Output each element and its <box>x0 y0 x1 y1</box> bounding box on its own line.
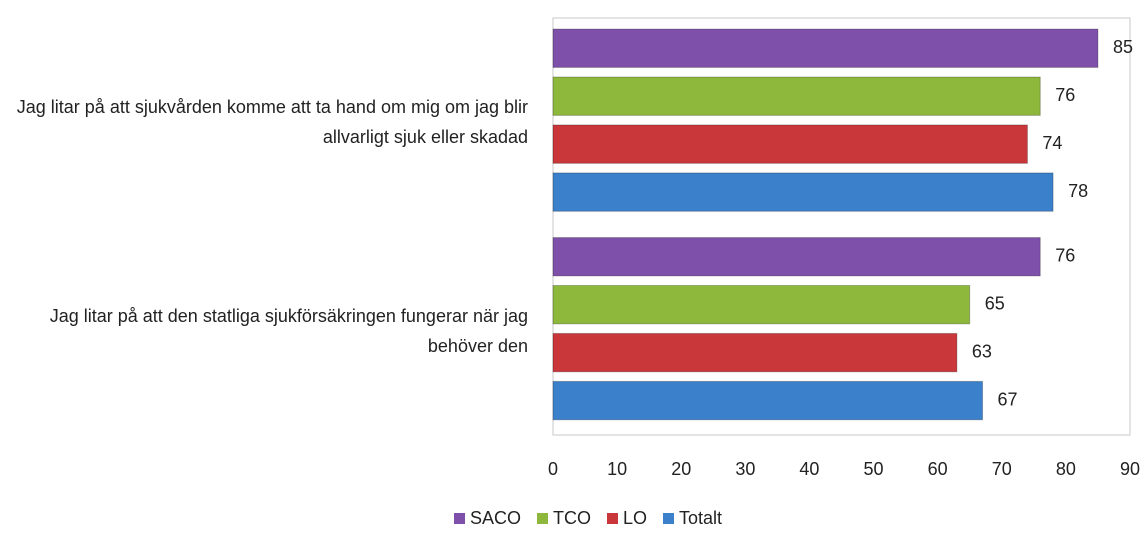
value-label: 85 <box>1113 37 1133 57</box>
category-label: Jag litar på att sjukvården komme att ta… <box>16 97 528 148</box>
bar <box>552 380 984 421</box>
value-label: 63 <box>972 341 992 361</box>
category-label: Jag litar på att den statliga sjukförsäk… <box>49 305 528 356</box>
x-tick-label: 0 <box>548 459 558 479</box>
bar <box>552 172 1054 212</box>
legend-swatch <box>663 513 674 524</box>
legend-label: LO <box>622 508 647 528</box>
x-tick-label: 70 <box>992 459 1012 479</box>
bar <box>552 124 1028 164</box>
legend-item: LO <box>606 508 647 529</box>
legend-label: TCO <box>552 508 591 528</box>
legend-swatch <box>453 513 465 524</box>
value-label: 74 <box>1042 133 1062 153</box>
bar <box>552 285 971 325</box>
x-tick-label: 40 <box>799 459 819 479</box>
legend-item: SACO <box>453 508 521 529</box>
x-tick-label: 20 <box>671 459 691 479</box>
x-tick-label: 30 <box>735 459 755 479</box>
value-label: 67 <box>998 389 1018 409</box>
value-label: 78 <box>1068 181 1088 201</box>
legend-label: Totalt <box>679 508 723 528</box>
x-tick-label: 50 <box>864 459 884 479</box>
value-label: 65 <box>985 293 1005 313</box>
value-label: 76 <box>1055 245 1075 265</box>
bar <box>552 237 1041 277</box>
legend-item: TCO <box>536 508 591 529</box>
plot-frame <box>552 17 1131 436</box>
legend-swatch <box>536 513 548 524</box>
bar <box>552 332 958 373</box>
legend-item: Totalt <box>663 508 722 529</box>
bar <box>552 76 1041 116</box>
x-tick-label: 90 <box>1120 459 1140 479</box>
legend-swatch <box>606 513 618 524</box>
x-tick-label: 60 <box>928 459 948 479</box>
value-label: 76 <box>1055 85 1075 105</box>
x-tick-label: 10 <box>607 459 627 479</box>
legend: SACO TCO LO Totalt <box>0 508 1146 529</box>
bar <box>552 28 1099 68</box>
x-tick-label: 80 <box>1056 459 1076 479</box>
legend-label: SACO <box>469 508 521 528</box>
